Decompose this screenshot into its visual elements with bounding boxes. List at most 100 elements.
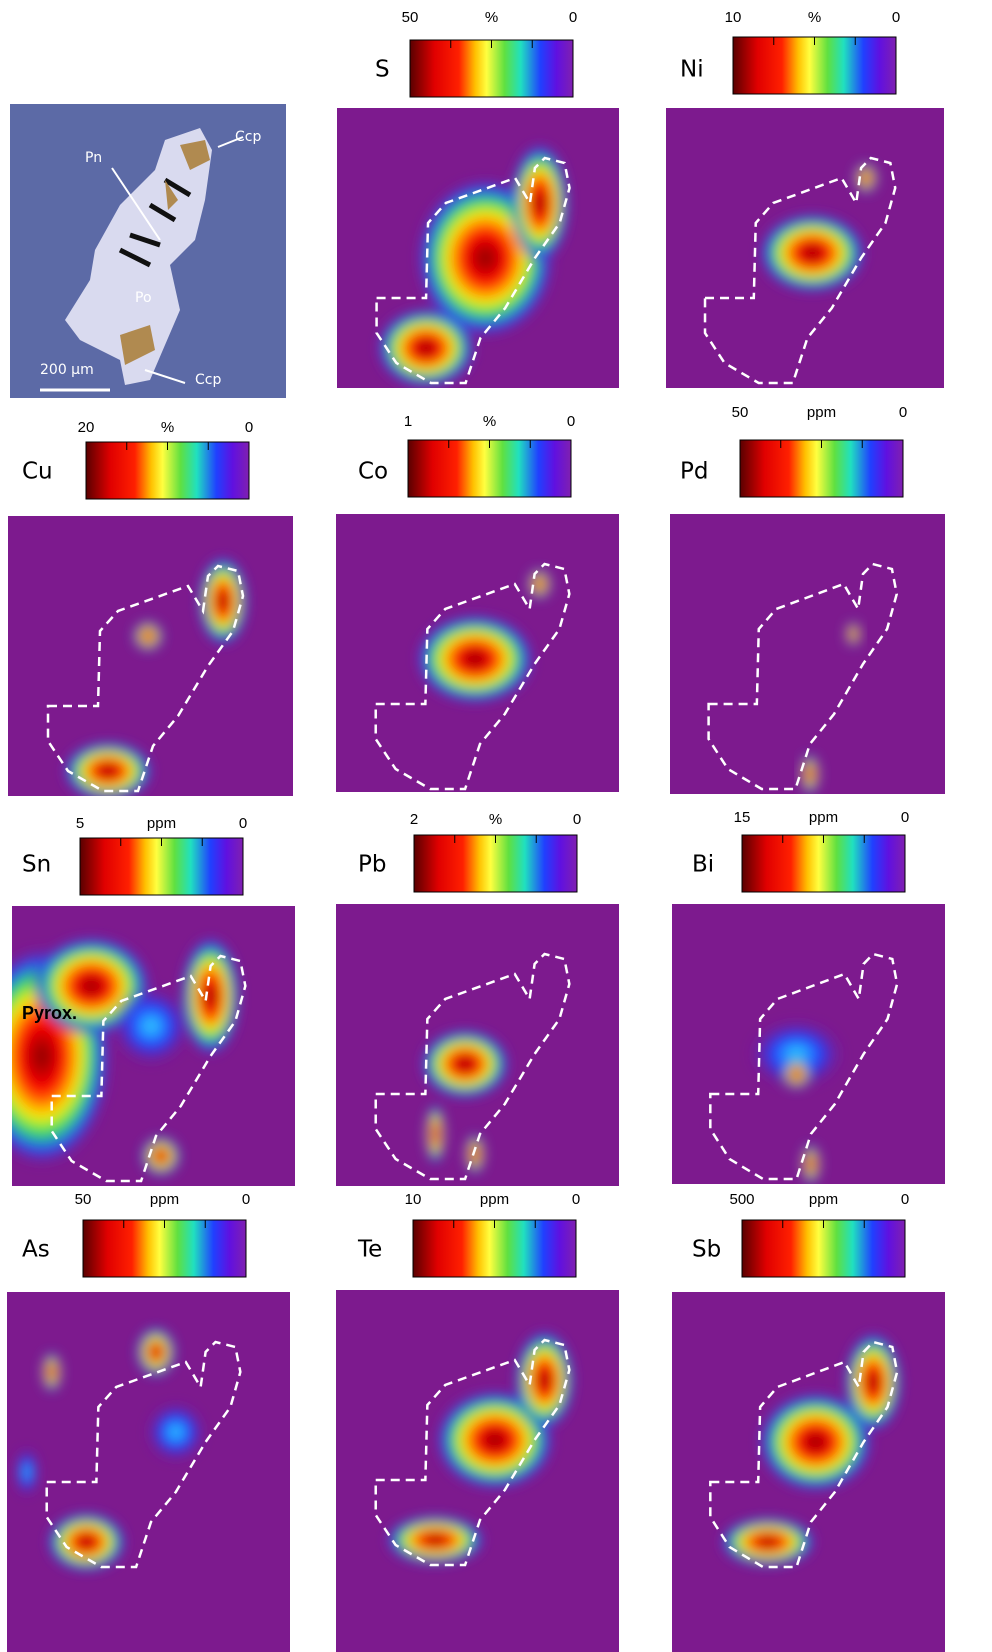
scale-min: 0 xyxy=(901,809,909,826)
scale-max: 50 xyxy=(75,1191,92,1208)
scale-min: 0 xyxy=(573,811,581,828)
signal-blob xyxy=(759,213,866,293)
scale-unit: % xyxy=(489,811,502,828)
element-map xyxy=(666,108,944,388)
element-label: Pb xyxy=(358,852,386,878)
element-panel: Te 10 ppm 0 xyxy=(336,1191,619,1652)
element-label: Sn xyxy=(22,852,51,878)
signal-blob xyxy=(141,1136,181,1176)
color-scale xyxy=(86,442,249,499)
color-scale xyxy=(414,835,577,892)
scale-max: 20 xyxy=(78,419,95,436)
scale-min: 0 xyxy=(245,419,253,436)
element-map xyxy=(336,904,619,1186)
scale-max: 50 xyxy=(402,9,419,26)
signal-blob xyxy=(47,1512,126,1572)
element-label: Cu xyxy=(22,459,53,485)
signal-blob xyxy=(15,1447,39,1497)
map-background xyxy=(8,516,293,796)
scale-unit: ppm xyxy=(809,809,838,826)
map-annotation: Pyrox. xyxy=(22,1003,77,1023)
scale-unit: ppm xyxy=(150,1191,179,1208)
scale-min: 0 xyxy=(239,815,247,832)
scale-max: 5 xyxy=(76,815,84,832)
mineral-label: Ccp xyxy=(195,372,221,388)
element-label: S xyxy=(375,57,390,83)
scale-unit: % xyxy=(161,419,174,436)
element-map xyxy=(336,1290,619,1652)
element-label: Co xyxy=(358,459,388,485)
element-panel: Pd 50 ppm 0 xyxy=(670,404,945,794)
scale-unit: ppm xyxy=(147,815,176,832)
element-map xyxy=(672,904,945,1184)
element-label: Te xyxy=(357,1237,382,1263)
scale-unit: % xyxy=(483,413,496,430)
color-scale xyxy=(408,440,571,497)
signal-blob xyxy=(801,1144,820,1184)
scale-min: 0 xyxy=(569,9,577,26)
scale-unit: ppm xyxy=(809,1191,838,1208)
scale-min: 0 xyxy=(901,1191,909,1208)
scale-min: 0 xyxy=(567,413,575,430)
color-scale xyxy=(742,1220,905,1277)
signal-blob xyxy=(198,556,248,646)
signal-blob xyxy=(420,1029,509,1099)
scale-unit: ppm xyxy=(480,1191,509,1208)
signal-blob xyxy=(854,163,877,193)
signal-blob xyxy=(846,622,861,646)
element-map xyxy=(7,1292,290,1652)
scale-unit: % xyxy=(485,9,498,26)
element-panel: Sb 500 ppm 0 xyxy=(672,1191,945,1652)
signal-blob xyxy=(720,1517,816,1567)
element-map xyxy=(8,516,293,801)
signal-blob xyxy=(146,1402,206,1462)
scale-min: 0 xyxy=(892,9,900,26)
element-label: Ni xyxy=(680,57,704,83)
element-map xyxy=(670,514,945,794)
signal-blob xyxy=(800,754,819,794)
mineral-label: Ccp xyxy=(235,129,261,145)
scale-max: 500 xyxy=(729,1191,754,1208)
scale-max: 2 xyxy=(410,811,418,828)
element-panel: Ni 10% 0 xyxy=(666,9,944,388)
scale-min: 0 xyxy=(899,404,907,421)
color-scale xyxy=(80,838,243,895)
scale-max: 10 xyxy=(405,1191,422,1208)
color-scale xyxy=(742,835,905,892)
element-panel: Bi 15 ppm 0 xyxy=(672,809,945,1184)
element-panel: Pb 2% 0 xyxy=(336,811,619,1186)
element-label: Pd xyxy=(680,459,708,485)
mineral-label: Po xyxy=(135,290,152,306)
signal-blob xyxy=(136,1327,176,1377)
signal-blob xyxy=(133,621,163,651)
signal-blob xyxy=(181,936,241,1056)
color-scale xyxy=(733,37,896,94)
micrograph: Ccp Pn Po Ccp 200 µm xyxy=(10,104,286,398)
element-label: Bi xyxy=(692,852,714,878)
scale-bar-label: 200 µm xyxy=(40,362,94,378)
element-panel: Co1%0 xyxy=(336,413,619,792)
element-map xyxy=(337,108,619,388)
color-scale xyxy=(740,440,903,497)
scale-max: 10 xyxy=(725,9,742,26)
scale-min: 0 xyxy=(242,1191,250,1208)
signal-blob xyxy=(425,1104,445,1164)
element-panel: Cu 20% 0 xyxy=(8,419,293,801)
signal-blob xyxy=(377,308,476,388)
scale-unit: ppm xyxy=(807,404,836,421)
scale-max: 50 xyxy=(732,404,749,421)
element-map xyxy=(0,906,295,1186)
color-scale xyxy=(83,1220,246,1277)
signal-blob xyxy=(111,986,190,1066)
scale-max: 15 xyxy=(734,809,751,826)
signal-blob xyxy=(42,1352,62,1392)
scale-min: 0 xyxy=(572,1191,580,1208)
color-scale xyxy=(410,40,573,97)
signal-blob xyxy=(386,1515,485,1565)
element-panel: Sn 5 ppm 0 Pyrox. xyxy=(0,815,295,1186)
signal-blob xyxy=(782,1059,811,1089)
element-label: Sb xyxy=(692,1237,721,1263)
scale-unit: % xyxy=(808,9,821,26)
element-map xyxy=(672,1292,945,1652)
element-label: As xyxy=(22,1237,50,1263)
